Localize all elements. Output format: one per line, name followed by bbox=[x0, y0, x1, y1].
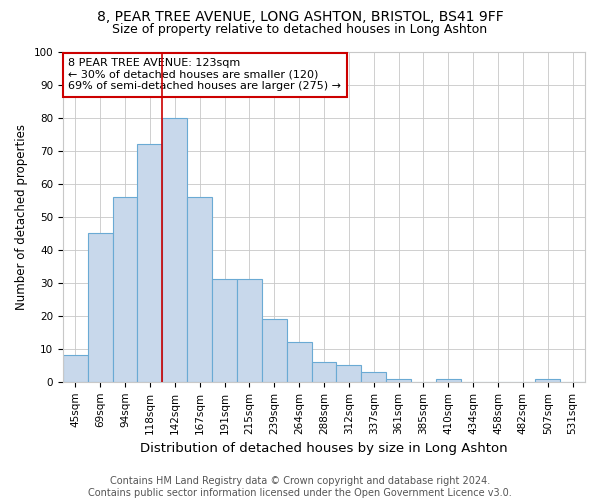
Y-axis label: Number of detached properties: Number of detached properties bbox=[15, 124, 28, 310]
Bar bbox=[386, 378, 411, 382]
Bar bbox=[113, 197, 137, 382]
Bar bbox=[187, 197, 212, 382]
Bar bbox=[287, 342, 311, 382]
Bar bbox=[237, 280, 262, 382]
Text: 8, PEAR TREE AVENUE, LONG ASHTON, BRISTOL, BS41 9FF: 8, PEAR TREE AVENUE, LONG ASHTON, BRISTO… bbox=[97, 10, 503, 24]
Bar bbox=[262, 319, 287, 382]
Text: Size of property relative to detached houses in Long Ashton: Size of property relative to detached ho… bbox=[112, 22, 488, 36]
Bar bbox=[88, 233, 113, 382]
Text: Contains HM Land Registry data © Crown copyright and database right 2024.
Contai: Contains HM Land Registry data © Crown c… bbox=[88, 476, 512, 498]
Bar bbox=[311, 362, 337, 382]
Bar bbox=[337, 366, 361, 382]
Bar bbox=[63, 356, 88, 382]
Bar bbox=[361, 372, 386, 382]
Text: 8 PEAR TREE AVENUE: 123sqm
← 30% of detached houses are smaller (120)
69% of sem: 8 PEAR TREE AVENUE: 123sqm ← 30% of deta… bbox=[68, 58, 341, 92]
Bar bbox=[436, 378, 461, 382]
Bar bbox=[163, 118, 187, 382]
Bar bbox=[212, 280, 237, 382]
Bar bbox=[137, 144, 163, 382]
Bar bbox=[535, 378, 560, 382]
X-axis label: Distribution of detached houses by size in Long Ashton: Distribution of detached houses by size … bbox=[140, 442, 508, 455]
